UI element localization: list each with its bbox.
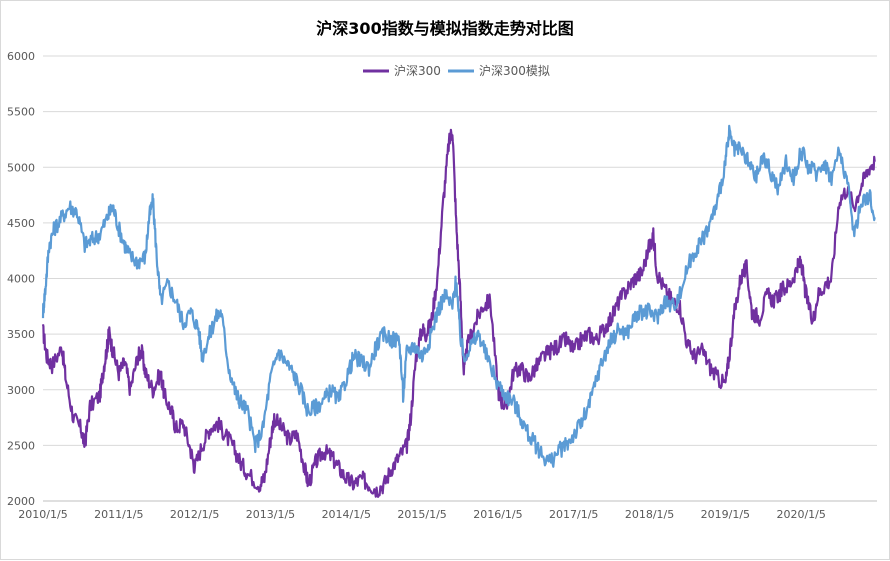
- legend-label-1: 沪深300: [394, 64, 441, 78]
- y-tick-label: 3000: [7, 384, 35, 397]
- y-tick-label: 2000: [7, 495, 35, 508]
- chart-title: 沪深300指数与模拟指数走势对比图: [316, 19, 574, 38]
- y-tick-label: 2500: [7, 439, 35, 452]
- x-tick-label: 2017/1/5: [549, 508, 598, 521]
- y-tick-label: 5000: [7, 161, 35, 174]
- x-tick-label: 2010/1/5: [18, 508, 67, 521]
- x-tick-label: 2018/1/5: [625, 508, 674, 521]
- x-tick-label: 2016/1/5: [473, 508, 522, 521]
- y-tick-label: 4000: [7, 273, 35, 286]
- y-tick-label: 6000: [7, 50, 35, 63]
- x-tick-label: 2014/1/5: [322, 508, 371, 521]
- x-tick-label: 2013/1/5: [246, 508, 295, 521]
- y-tick-label: 5500: [7, 106, 35, 119]
- x-tick-label: 2012/1/5: [170, 508, 219, 521]
- y-tick-label: 3500: [7, 328, 35, 341]
- legend-label-2: 沪深300模拟: [479, 64, 550, 78]
- x-tick-label: 2015/1/5: [397, 508, 446, 521]
- series-line-1: [41, 128, 876, 498]
- y-tick-label: 4500: [7, 217, 35, 230]
- series-line-2: [41, 124, 876, 468]
- x-tick-label: 2020/1/5: [776, 508, 825, 521]
- x-tick-label: 2011/1/5: [94, 508, 143, 521]
- x-tick-label: 2019/1/5: [701, 508, 750, 521]
